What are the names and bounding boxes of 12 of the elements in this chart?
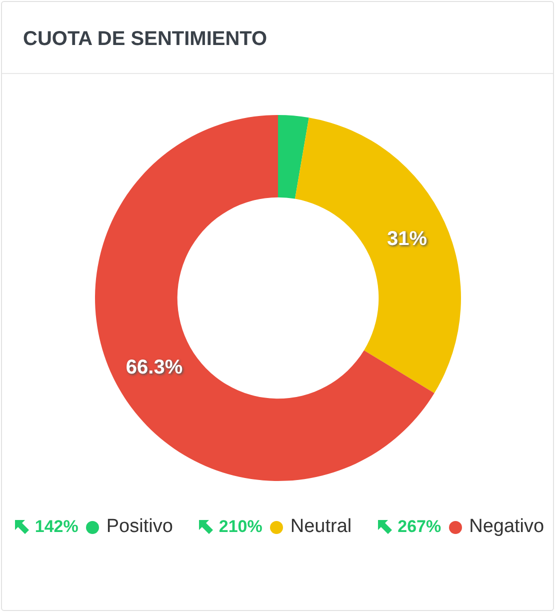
text: 267% [398,517,442,537]
legend-label: Positivo [106,516,173,538]
text: 142% [34,517,78,537]
data-label: 31% [386,228,428,250]
legend-label: Negativo [469,516,544,538]
donut-slice [294,118,461,394]
chart-title: CUOTA DE SENTIMIENTO [2,2,553,74]
text: 210% [218,517,262,537]
legend-label: Neutral [290,516,352,538]
donut-slice [95,115,434,481]
data-label: 66.3% [126,356,183,378]
donut-slice [278,115,309,199]
